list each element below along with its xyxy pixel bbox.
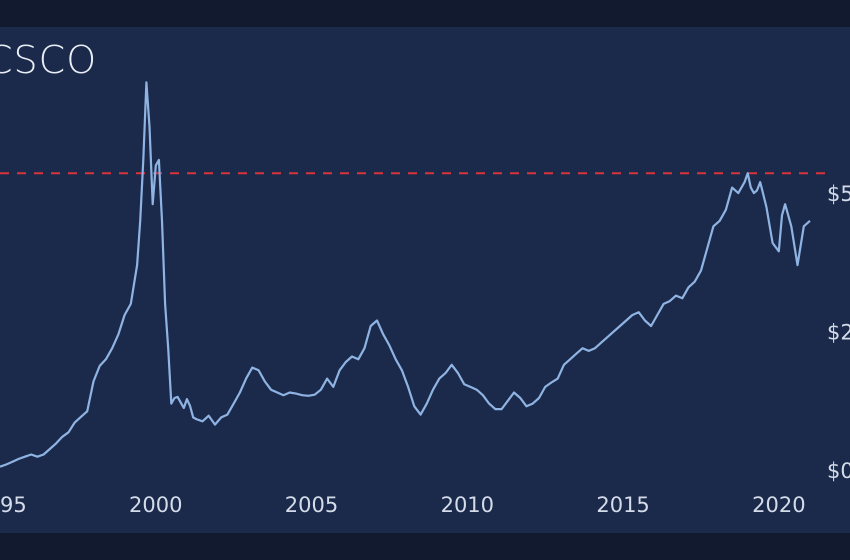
x-tick-label: 2020 xyxy=(752,493,805,517)
x-tick-label: 2010 xyxy=(441,493,494,517)
y-tick-label: $50 xyxy=(827,182,850,206)
chart-title: CSCO xyxy=(0,38,98,82)
y-tick-label: $0 xyxy=(827,459,850,483)
x-tick-label: 2000 xyxy=(129,493,182,517)
x-tick-label: 1995 xyxy=(0,493,27,517)
y-tick-label: $25 xyxy=(827,321,850,345)
series-line-0 xyxy=(0,81,811,468)
x-tick-label: 2005 xyxy=(285,493,338,517)
chart-panel xyxy=(0,27,850,533)
x-tick-label: 2015 xyxy=(596,493,649,517)
